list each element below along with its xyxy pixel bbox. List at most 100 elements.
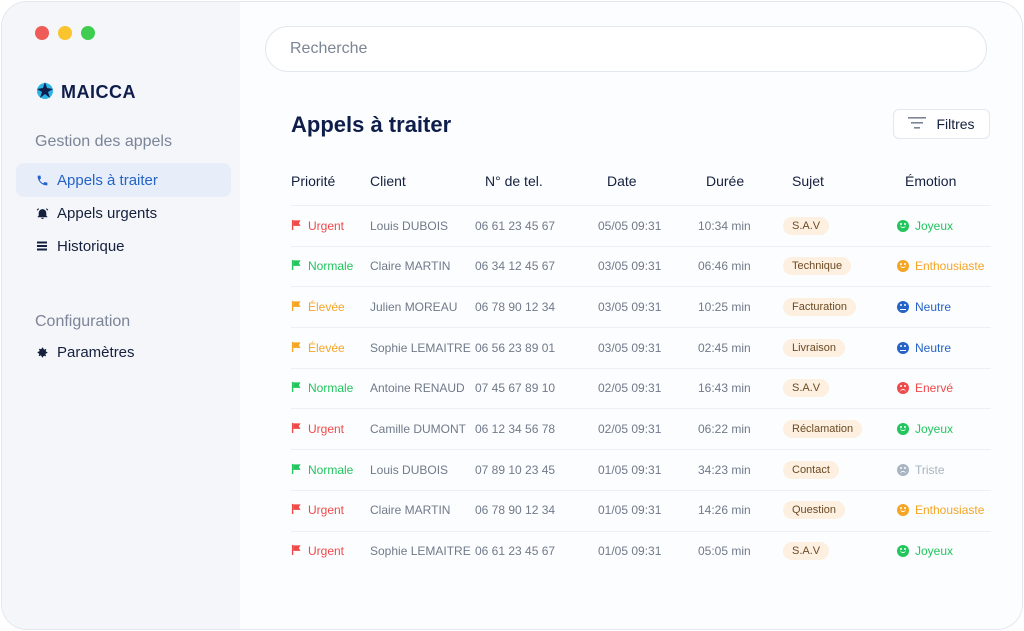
column-header-subject[interactable]: Sujet [792,173,824,189]
subject-badge: Question [783,501,846,520]
subject-badge: Contact [783,460,839,479]
subject-cell: S.A.V [783,206,830,245]
alarm-icon [35,206,49,220]
emotion-cell: Triste [897,450,945,489]
flag-icon [291,503,302,517]
emotion-face-icon [897,463,909,476]
client-cell: Camille DUMONT [370,421,466,436]
list-icon [35,239,49,253]
emotion-face-icon [897,219,909,232]
duration-cell: 14:26 min [698,503,751,518]
column-header-emotion[interactable]: Émotion [905,173,957,189]
phone-cell: 06 56 23 89 01 [475,340,556,355]
emotion-cell: Neutre [897,287,951,326]
subject-badge: Réclamation [783,419,863,438]
filters-label: Filtres [936,116,975,132]
client-cell: Julien MOREAU [370,299,458,314]
emotion-cell: Joyeux [897,409,953,448]
sidebar-item-label: Historique [57,237,125,255]
subject-cell: S.A.V [783,369,830,408]
table-row[interactable]: Normale Antoine RENAUD 07 45 67 89 10 02/05… [291,367,991,409]
client-cell: Antoine RENAUD [370,381,465,396]
client-cell: Sophie LEMAITRE [370,340,471,355]
emotion-face-icon [897,382,909,395]
table-row[interactable]: Élevée Julien MOREAU 06 78 90 12 34 03/05 0… [291,286,991,327]
column-header-client[interactable]: Client [370,173,406,189]
emotion-label: Joyeux [915,218,954,233]
section-title-configuration: Configuration [35,313,131,330]
column-header-phone[interactable]: N° de tel. [485,173,543,189]
duration-cell: 05:05 min [698,544,751,558]
date-cell: 02/05 09:31 [598,421,662,436]
phone-cell: 06 61 23 45 67 [475,544,556,558]
subject-badge: S.A.V [783,379,830,398]
priority-label: Normale [308,259,354,274]
date-cell: 01/05 09:31 [598,462,662,477]
maximize-window-button[interactable] [81,26,95,40]
gear-icon [35,345,49,359]
sidebar-item-label: Appels urgents [57,204,158,222]
emotion-face-icon [897,300,909,313]
sidebar-item-urgent-calls[interactable]: Appels urgents [16,196,231,230]
priority-label: Normale [308,381,354,396]
table-row[interactable]: Normale Louis DUBOIS 07 89 10 23 45 01/05 0… [291,449,991,490]
window-controls [35,26,95,40]
date-cell: 03/05 09:31 [598,299,662,314]
sidebar-item-label: Paramètres [57,343,135,361]
column-header-duration[interactable]: Durée [706,173,745,189]
subject-badge: Livraison [783,338,846,357]
flag-icon [291,422,302,436]
maicca-logo-icon [35,80,55,105]
sidebar-item-settings[interactable]: Paramètres [16,335,231,369]
phone-cell: 07 45 67 89 10 [475,381,556,396]
emotion-cell: Neutre [897,328,951,367]
column-header-date[interactable]: Date [607,173,637,189]
phone-icon [35,173,49,187]
priority-cell: Normale [291,247,353,286]
section-title-calls: Gestion des appels [35,133,172,150]
filter-icon [908,116,927,133]
subject-cell: Facturation [783,287,857,326]
minimize-window-button[interactable] [58,26,72,40]
sidebar: MAICCA Gestion des appels Appels à trait… [2,2,240,629]
brand-name: MAICCA [61,82,136,102]
emotion-cell: Joyeux [897,206,953,245]
subject-badge: Technique [783,257,852,276]
priority-label: Urgent [308,503,345,518]
client-cell: Claire MARTIN [370,259,451,274]
search-input[interactable] [265,26,987,72]
priority-label: Urgent [308,421,345,436]
close-window-button[interactable] [35,26,49,40]
phone-cell: 06 61 23 45 67 [475,218,556,233]
priority-label: Urgent [308,544,345,558]
filters-button[interactable]: Filtres [893,109,990,139]
emotion-label: Enthousiaste [915,503,985,518]
sidebar-item-history[interactable]: Historique [16,229,231,263]
emotion-cell: Enthousiaste [897,247,984,286]
table-row[interactable]: Urgent Sophie LEMAITRE 06 61 23 45 67 01/05… [291,530,991,572]
table-row[interactable]: Normale Claire MARTIN 06 34 12 45 67 03/05 … [291,245,991,287]
emotion-label: Triste [915,462,945,477]
table-row[interactable]: Urgent Louis DUBOIS 06 61 23 45 67 05/05 09… [291,205,991,246]
table-row[interactable]: Urgent Claire MARTIN 06 78 90 12 34 01/05 0… [291,489,991,531]
table-row[interactable]: Urgent Camille DUMONT 06 12 34 56 78 02/05 … [291,408,991,449]
subject-badge: S.A.V [783,542,830,560]
duration-cell: 02:45 min [698,340,751,355]
flag-icon [291,219,302,233]
date-cell: 01/05 09:31 [598,544,662,558]
column-header-priority[interactable]: Priorité [291,173,336,189]
client-cell: Sophie LEMAITRE [370,544,471,558]
client-cell: Claire MARTIN [370,503,451,518]
brand-logo[interactable]: MAICCA [35,80,136,105]
sidebar-item-calls-to-process[interactable]: Appels à traiter [16,163,231,197]
subject-cell: Réclamation [783,409,863,448]
duration-cell: 10:25 min [698,299,751,314]
duration-cell: 06:22 min [698,421,751,436]
flag-icon [291,463,302,477]
table-header: Priorité Client N° de tel. Date Durée Su… [291,173,991,191]
priority-cell: Urgent [291,206,344,245]
subject-cell: Technique [783,247,852,286]
table-row[interactable]: Élevée Sophie LEMAITRE 06 56 23 89 01 03/05… [291,327,991,368]
date-cell: 03/05 09:31 [598,340,662,355]
